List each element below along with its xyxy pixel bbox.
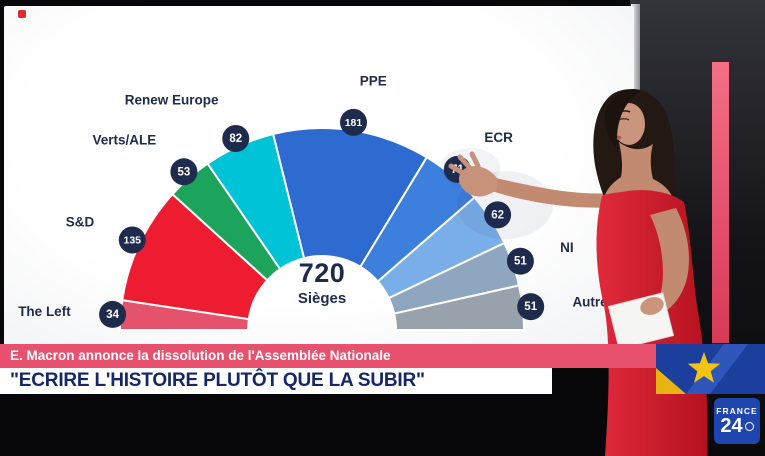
party-label: ECR — [484, 130, 513, 145]
party-label: PPE — [360, 73, 387, 88]
seat-count-badge — [484, 201, 512, 229]
party-label: The Left — [18, 304, 71, 319]
seat-count-badge — [506, 247, 534, 275]
party-label: Renew Europe — [125, 93, 219, 108]
banner-headline: E. Macron annonce la dissolution de l'As… — [0, 344, 656, 368]
seat-count: 34 — [106, 309, 119, 321]
eu-flag-graphic — [656, 344, 765, 394]
seat-count: 53 — [177, 166, 190, 178]
france24-logo: FRANCE 24 — [714, 398, 760, 444]
hemicycle-chart: 34 The Left 135 S&D 53 Verts/ALE 82 Renew Europ… — [18, 73, 615, 331]
seat-count-badge — [118, 226, 146, 254]
hemicycle-segment — [271, 127, 429, 269]
studio-pink-strip — [712, 62, 729, 343]
seat-count: 51 — [524, 301, 537, 313]
logo-24-number: 24 — [720, 414, 743, 437]
seat-count-badge — [99, 300, 127, 328]
logo-text-france: FRANCE — [716, 405, 758, 416]
seat-count: 62 — [491, 209, 504, 221]
seat-count-badge — [170, 158, 198, 186]
chart-center-label: 720 Sièges — [260, 258, 384, 307]
party-label: Autres — [572, 295, 615, 310]
logo-text-24: 24 — [720, 414, 754, 437]
seat-count-badge — [222, 125, 250, 153]
total-seats-number: 720 — [298, 258, 346, 288]
seat-count: 82 — [229, 133, 242, 145]
total-seats-word: Sièges — [297, 290, 347, 307]
red-indicator-dot — [18, 10, 26, 18]
seat-count-badge — [517, 293, 545, 321]
party-label: S&D — [66, 215, 95, 230]
presentation-screen: 34 The Left 135 S&D 53 Verts/ALE 82 Renew Europ… — [4, 6, 634, 348]
banner-quote: "ECRIRE L'HISTOIRE PLUTÔT QUE LA SUBIR" — [0, 368, 552, 394]
seat-count: 181 — [345, 117, 363, 129]
seat-count: 71 — [451, 164, 464, 176]
seat-count-badge — [339, 108, 367, 136]
party-label: Verts/ALE — [92, 133, 156, 148]
seat-count: 135 — [123, 235, 141, 247]
seat-count: 51 — [514, 256, 527, 268]
globe-icon — [744, 421, 754, 431]
party-label: NI — [560, 240, 574, 255]
